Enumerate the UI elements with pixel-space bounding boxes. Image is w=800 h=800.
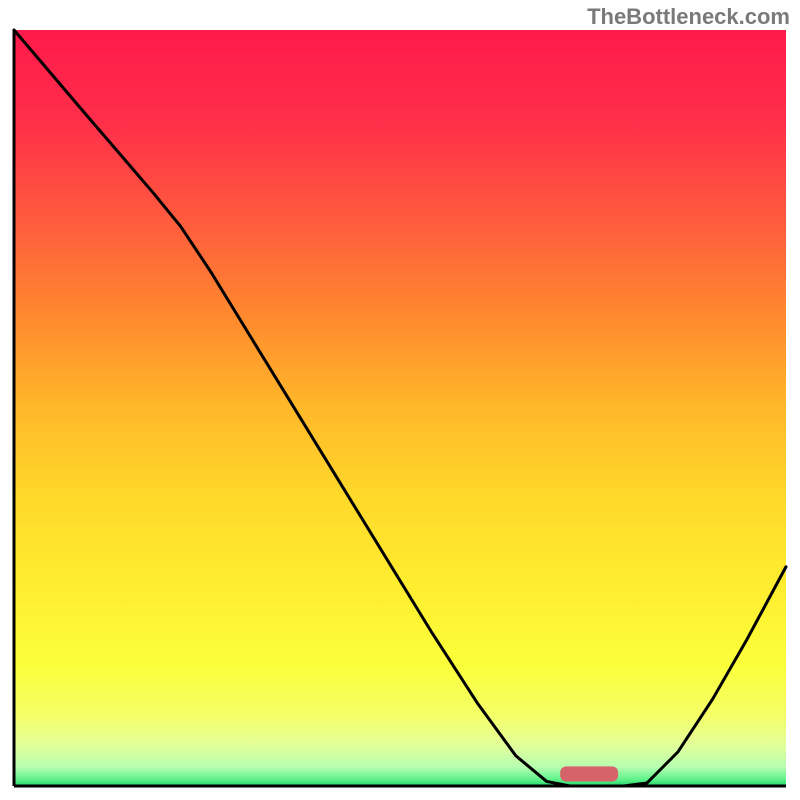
chart-svg	[0, 0, 800, 800]
optimal-marker	[560, 766, 618, 781]
bottleneck-chart: TheBottleneck.com	[0, 0, 800, 800]
watermark-text: TheBottleneck.com	[587, 4, 790, 30]
plot-background	[14, 30, 786, 786]
